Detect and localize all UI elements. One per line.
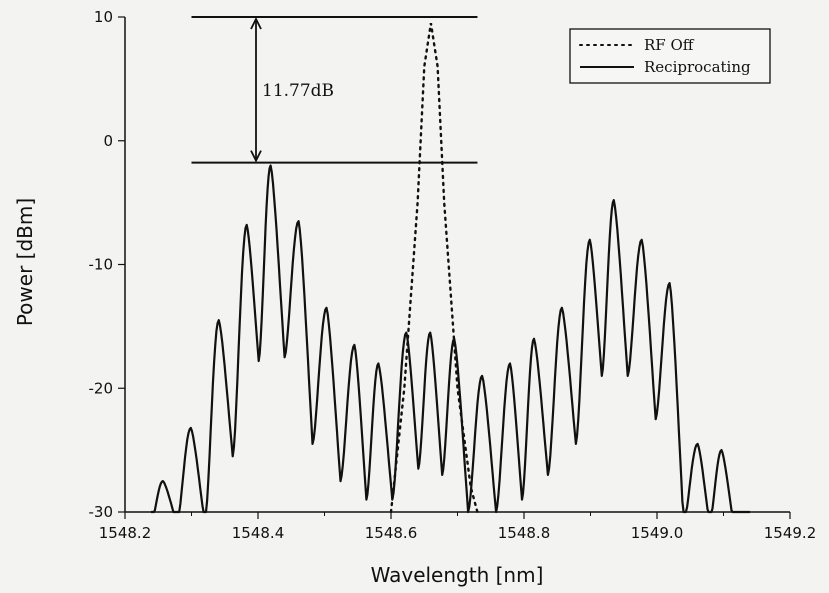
x-axis-label: Wavelength [nm] [371, 563, 544, 587]
y-tick-label: 10 [94, 8, 113, 26]
x-tick-label: 1548.6 [365, 524, 418, 542]
legend-label: RF Off [644, 36, 695, 54]
y-tick-label: -30 [89, 503, 114, 521]
y-tick-label: -20 [89, 379, 114, 397]
legend-box [569, 28, 771, 84]
x-tick-label: 1548.8 [498, 524, 551, 542]
annotation-label: 11.77dB [262, 81, 334, 101]
x-tick-label: 1548.4 [232, 524, 285, 542]
annotation: 11.77dB [191, 16, 478, 164]
y-axis-label: Power [dBm] [13, 198, 37, 326]
x-tick-label: 1549.2 [764, 524, 817, 542]
y-tick-label: -10 [89, 256, 114, 274]
x-tick-label: 1549.0 [631, 524, 684, 542]
axes: 1548.2 1548.4 1548.6 1548.8 1549.0 1549.2 -30 -… [89, 8, 817, 542]
y-tick-label: 0 [103, 132, 113, 150]
legend: RF Off Reciprocating [569, 28, 771, 84]
annotation-arrow-head-bottom [250, 150, 262, 163]
series-line-reciprocating [150, 164, 751, 514]
x-tick-label: 1548.2 [99, 524, 152, 542]
series-layer [150, 23, 751, 514]
legend-label: Reciprocating [644, 58, 751, 76]
series-line-rf-off [389, 23, 479, 514]
annotation-arrow-head-top [250, 16, 262, 30]
